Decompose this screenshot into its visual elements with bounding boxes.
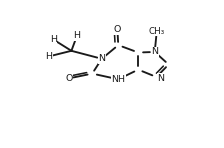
- Text: H: H: [73, 31, 80, 40]
- Text: H: H: [50, 35, 57, 44]
- Text: NH: NH: [111, 75, 125, 84]
- Text: O: O: [114, 25, 121, 34]
- Text: O: O: [65, 74, 73, 83]
- Text: CH₃: CH₃: [148, 27, 165, 36]
- Text: N: N: [98, 54, 105, 63]
- Text: N: N: [151, 48, 158, 56]
- Text: H: H: [45, 52, 52, 61]
- Text: N: N: [157, 74, 164, 83]
